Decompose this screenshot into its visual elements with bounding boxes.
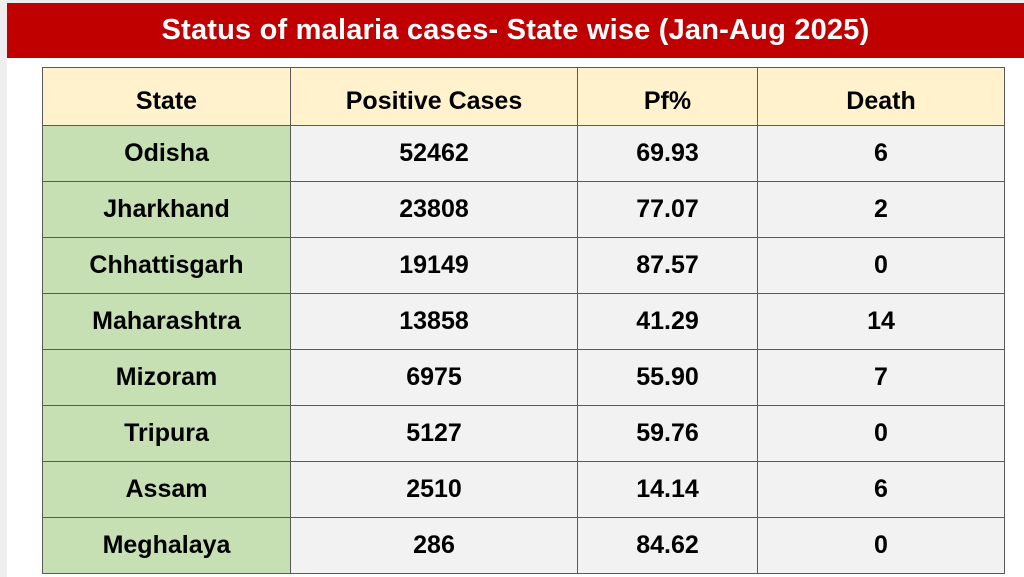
page-title: Status of malaria cases- State wise (Jan… [161,14,870,46]
table-row: Odisha 52462 69.93 6 [42,125,1005,182]
table-row: Maharashtra 13858 41.29 14 [42,293,1005,350]
cell-death: 6 [757,125,1005,182]
cell-positive-cases: 2510 [290,461,578,518]
cell-pf-percent: 84.62 [577,517,758,574]
cell-positive-cases: 6975 [290,349,578,406]
malaria-cases-table: State Positive Cases Pf% Death Odisha 524… [42,67,1005,574]
cell-state: Jharkhand [42,181,291,238]
cell-positive-cases: 5127 [290,405,578,462]
cell-pf-percent: 41.29 [577,293,758,350]
header-positive-cases: Positive Cases [290,67,578,126]
cell-positive-cases: 19149 [290,237,578,294]
table-row: Assam 2510 14.14 6 [42,461,1005,518]
cell-pf-percent: 77.07 [577,181,758,238]
cell-state: Maharashtra [42,293,291,350]
header-pf-percent: Pf% [577,67,758,126]
cell-state: Meghalaya [42,517,291,574]
cell-positive-cases: 52462 [290,125,578,182]
cell-death: 0 [757,237,1005,294]
table-header-row: State Positive Cases Pf% Death [42,67,1005,126]
cell-death: 0 [757,517,1005,574]
cell-positive-cases: 23808 [290,181,578,238]
table-row: Tripura 5127 59.76 0 [42,405,1005,462]
cell-death: 2 [757,181,1005,238]
table-row: Mizoram 6975 55.90 7 [42,349,1005,406]
table-row: Meghalaya 286 84.62 0 [42,517,1005,574]
cell-state: Mizoram [42,349,291,406]
cell-positive-cases: 286 [290,517,578,574]
cell-death: 7 [757,349,1005,406]
cell-pf-percent: 59.76 [577,405,758,462]
cell-state: Tripura [42,405,291,462]
cell-pf-percent: 14.14 [577,461,758,518]
cell-pf-percent: 55.90 [577,349,758,406]
cell-state: Chhattisgarh [42,237,291,294]
table-row: Jharkhand 23808 77.07 2 [42,181,1005,238]
title-banner: Status of malaria cases- State wise (Jan… [7,3,1024,58]
header-state: State [42,67,291,126]
cell-state: Assam [42,461,291,518]
cell-death: 6 [757,461,1005,518]
cell-state: Odisha [42,125,291,182]
header-death: Death [757,67,1005,126]
cell-pf-percent: 69.93 [577,125,758,182]
cell-pf-percent: 87.57 [577,237,758,294]
cell-death: 14 [757,293,1005,350]
cell-death: 0 [757,405,1005,462]
cell-positive-cases: 13858 [290,293,578,350]
table-row: Chhattisgarh 19149 87.57 0 [42,237,1005,294]
